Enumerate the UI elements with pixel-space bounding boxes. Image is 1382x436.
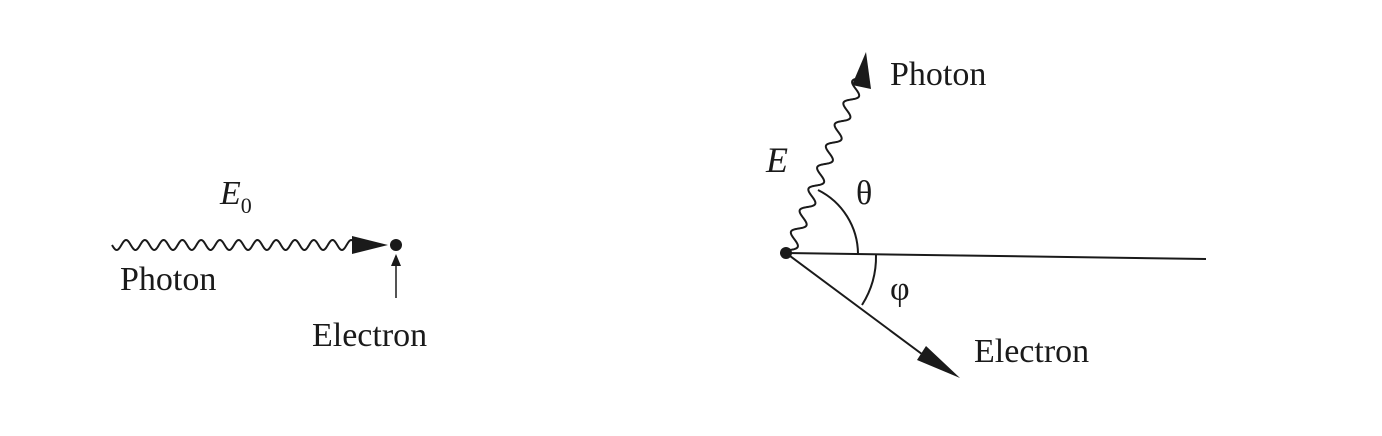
incident-photon-label: Photon bbox=[120, 261, 216, 298]
phi-angle-arc bbox=[861, 254, 878, 306]
phi-label: φ bbox=[890, 271, 910, 308]
recoil-electron-line bbox=[785, 252, 939, 367]
scattered-photon-label: Photon bbox=[890, 56, 986, 93]
electron-label-after: Electron bbox=[974, 333, 1089, 370]
incident-photon-arrowhead bbox=[352, 236, 388, 254]
electron-label-before: Electron bbox=[312, 317, 427, 354]
recoil-electron-arrowhead bbox=[917, 346, 960, 378]
incident-energy-label: E0 bbox=[219, 175, 252, 218]
theta-label: θ bbox=[856, 175, 872, 212]
scattered-energy-label: E bbox=[765, 140, 788, 180]
before-collision-panel: E0 Photon Electron bbox=[111, 175, 427, 354]
theta-angle-arc bbox=[817, 189, 859, 255]
scattered-photon-wave bbox=[789, 77, 861, 251]
incident-direction-line bbox=[785, 252, 1207, 260]
electron-at-rest bbox=[390, 239, 402, 251]
electron-pointer-arrowhead bbox=[391, 254, 401, 266]
after-collision-panel: E Photon θ φ Electron bbox=[765, 52, 1207, 378]
incident-photon-wave bbox=[111, 238, 357, 252]
scattered-photon-arrowhead bbox=[852, 52, 871, 89]
